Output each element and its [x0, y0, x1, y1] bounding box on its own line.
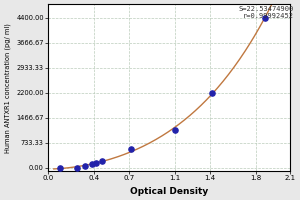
Point [57, 166, 62, 169]
Text: S=22.53474900
r=0.99992452: S=22.53474900 r=0.99992452 [239, 6, 294, 19]
Point [172, 129, 177, 132]
Point [74, 166, 79, 169]
Y-axis label: Human ANTXR1 concentration (pg/ ml): Human ANTXR1 concentration (pg/ ml) [4, 23, 11, 153]
X-axis label: Optical Density: Optical Density [130, 187, 208, 196]
Point [262, 16, 267, 19]
Point [209, 91, 214, 94]
Point [89, 163, 94, 166]
Point [82, 164, 87, 168]
Point [129, 147, 134, 151]
Point [94, 162, 99, 165]
Point [100, 159, 105, 162]
